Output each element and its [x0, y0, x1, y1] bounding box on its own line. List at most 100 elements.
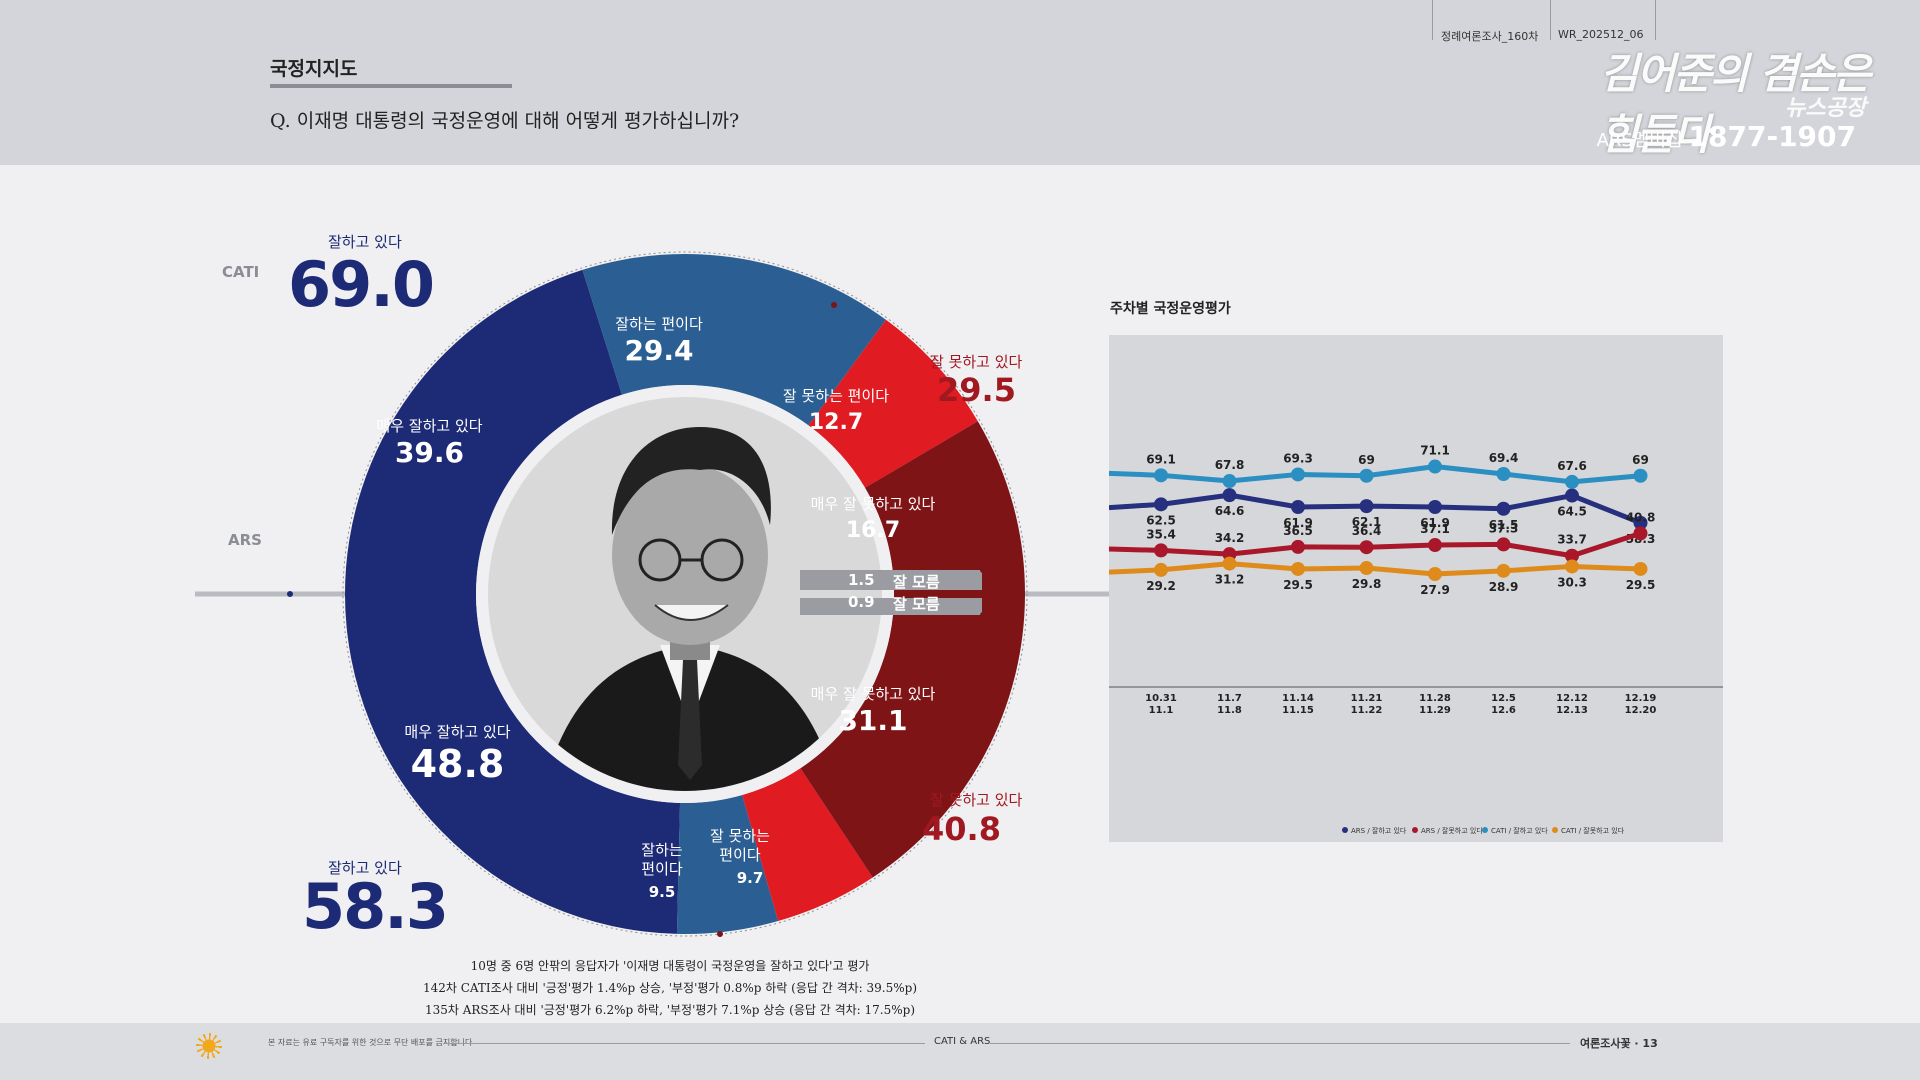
survey-code: 정례여론조사_160차	[1441, 30, 1539, 43]
series-point	[1565, 548, 1579, 563]
data-label: 67.8	[1215, 458, 1245, 472]
slice-label-cati-very-bad: 매우 잘 못하고 있다 16.7	[810, 495, 936, 543]
boundary-marker	[287, 591, 293, 597]
series-point	[1359, 468, 1374, 483]
series-line-3	[1109, 561, 1641, 577]
series-point	[1154, 562, 1168, 577]
ars-slice-1	[676, 795, 779, 935]
slice-label-ars-bad: 잘 못하는 편이다 9.7	[710, 827, 770, 887]
data-label: 31.2	[1215, 573, 1245, 587]
ars-slice-2	[742, 768, 873, 922]
data-label: 29.5	[1626, 578, 1656, 592]
cati-dontknow-band	[800, 570, 982, 590]
cati-positive-label: 잘하고 있다	[328, 233, 402, 251]
x-tick-label: 11.28	[1419, 693, 1451, 704]
cati-positive-total: 69.0	[288, 248, 435, 321]
cati-slice-2	[808, 319, 978, 488]
data-label: 27.9	[1420, 583, 1450, 597]
data-label: 69	[1358, 453, 1375, 467]
data-label: 33.7	[1557, 533, 1587, 547]
data-label: 61.9	[1420, 516, 1450, 530]
series-point	[1428, 538, 1442, 553]
series-point	[1496, 467, 1511, 481]
legend-label: CATI / 잘못하고 있다	[1561, 826, 1625, 835]
data-label: 37.3	[1489, 521, 1519, 535]
footer-bar: 본 자료는 유료 구독자를 위한 것으로 무단 배포를 금지합니다 CATI &…	[0, 1023, 1920, 1080]
x-tick-label: 11.21	[1351, 693, 1383, 704]
section-title: 국정지지도	[270, 58, 358, 80]
series-point	[1154, 543, 1168, 558]
ars-positive-total: 58.3	[302, 870, 449, 943]
title-underline	[270, 84, 512, 88]
cati-negative-label: 잘 못하고 있다	[930, 353, 1023, 371]
ars-negative-total: 40.8	[922, 810, 1001, 848]
series-point	[1496, 501, 1511, 516]
logo-subtitle: 뉴스공장	[1785, 96, 1866, 121]
data-label: 35.4	[1146, 527, 1176, 541]
cati-dontknow-value: 1.5	[848, 571, 875, 589]
boundary-marker	[717, 931, 723, 937]
series-point	[1291, 467, 1305, 482]
flower-logo-icon	[196, 1033, 222, 1059]
x-tick-label: 11.15	[1282, 705, 1314, 716]
legend-marker	[1342, 827, 1348, 833]
ars-slice-3	[800, 594, 1025, 878]
ars-dontknow-label: 잘 모름	[893, 595, 940, 613]
footer-rule	[445, 1043, 925, 1044]
series-point	[1359, 540, 1374, 555]
series-point	[1222, 474, 1237, 489]
survey-question: Q. 이재명 대통령의 국정운영에 대해 어떻게 평가하십니까?	[270, 110, 740, 132]
series-point	[1633, 526, 1648, 541]
series-point	[1154, 468, 1168, 483]
series-point	[1565, 488, 1579, 503]
logo-title: 김어준의 겸손은힘들다	[1600, 49, 1871, 159]
slice-label-ars-very-good: 매우 잘하고 있다 48.8	[404, 723, 511, 786]
data-label: 71.1	[1420, 444, 1450, 458]
ars-slice-0	[345, 594, 681, 934]
boundary-marker	[980, 612, 986, 618]
program-logo: 김어준의 겸손은힘들다 뉴스공장 ARS멤버십 1877-1907	[1597, 40, 1890, 159]
cati-slice-0	[345, 269, 622, 594]
series-point	[1154, 497, 1168, 512]
series-point	[1428, 567, 1442, 581]
cati-slice-3	[864, 421, 1026, 594]
portrait-illustration	[488, 397, 882, 791]
ars-label: ARS	[228, 531, 262, 549]
trend-chart-box: 62.564.661.962.161.961.564.558.335.434.2…	[1109, 335, 1723, 842]
series-point	[1291, 539, 1305, 554]
data-label: 69	[1632, 453, 1649, 467]
data-label: 69.4	[1489, 451, 1519, 465]
legend-label: CATI / 잘하고 있다	[1491, 826, 1548, 835]
weekly-trend-chart: 62.564.661.962.161.961.564.558.335.434.2…	[1109, 444, 1723, 835]
x-tick-label: 11.22	[1351, 705, 1383, 716]
slice-label-cati-very-good: 매우 잘하고 있다 39.6	[376, 417, 483, 469]
data-label: 64.6	[1215, 504, 1245, 518]
code-divider	[1550, 0, 1551, 40]
code-divider	[1655, 0, 1656, 40]
approval-donut-chart	[195, 251, 1110, 937]
legend-marker	[1482, 827, 1488, 833]
x-tick-label: 11.14	[1282, 693, 1314, 704]
series-point	[1291, 500, 1305, 514]
x-tick-label: 12.12	[1556, 693, 1588, 704]
data-label: 28.9	[1489, 580, 1519, 594]
footer-rule	[990, 1043, 1570, 1044]
series-point	[1428, 459, 1442, 474]
ars-negative-label: 잘 못하고 있다	[930, 791, 1023, 809]
series-point	[1291, 561, 1305, 576]
header-bar: 국정지지도 Q. 이재명 대통령의 국정운영에 대해 어떻게 평가하십니까? 정…	[0, 0, 1920, 165]
boundary-marker	[831, 302, 837, 308]
series-point	[1359, 499, 1374, 514]
data-label: 67.6	[1557, 459, 1587, 473]
x-tick-label: 12.13	[1556, 705, 1588, 716]
ars-positive-label: 잘하고 있다	[328, 859, 402, 877]
x-tick-label: 12.6	[1491, 705, 1516, 716]
x-tick-label: 11.29	[1419, 705, 1451, 716]
footer-center: CATI & ARS	[934, 1036, 991, 1047]
ars-dontknow-value: 0.9	[848, 593, 875, 611]
legend-marker	[1552, 827, 1558, 833]
slice-label-cati-good: 잘하는 편이다 29.4	[615, 315, 703, 367]
data-label: 69.1	[1146, 452, 1176, 466]
data-label: 61.9	[1283, 516, 1313, 530]
cati-label: CATI	[222, 263, 260, 281]
